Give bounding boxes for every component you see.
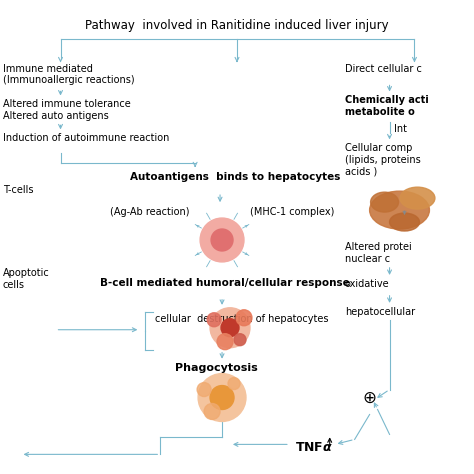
Text: Chemically acti
metabolite o: Chemically acti metabolite o — [345, 95, 428, 117]
Ellipse shape — [390, 213, 419, 231]
Circle shape — [228, 378, 240, 390]
Circle shape — [217, 334, 233, 350]
Ellipse shape — [400, 187, 435, 209]
Text: $\oplus$: $\oplus$ — [363, 389, 377, 407]
Text: Cellular comp
(lipids, proteins
acids ): Cellular comp (lipids, proteins acids ) — [345, 143, 420, 176]
Circle shape — [211, 229, 233, 251]
Circle shape — [207, 313, 221, 327]
Circle shape — [197, 383, 211, 397]
Circle shape — [200, 218, 244, 262]
Circle shape — [204, 403, 220, 419]
Text: Phagocytosis: Phagocytosis — [175, 363, 258, 373]
Text: oxidative: oxidative — [345, 279, 389, 289]
Circle shape — [221, 319, 239, 337]
Text: hepatocellular: hepatocellular — [345, 307, 415, 317]
Circle shape — [210, 385, 234, 410]
Ellipse shape — [371, 192, 399, 212]
Text: Altered immune tolerance
Altered auto antigens: Altered immune tolerance Altered auto an… — [3, 100, 130, 121]
Text: $\mathbf{TNF}\boldsymbol{\alpha}$: $\mathbf{TNF}\boldsymbol{\alpha}$ — [295, 441, 333, 455]
Text: Pathway  involved in Ranitidine induced liver injury: Pathway involved in Ranitidine induced l… — [85, 18, 389, 32]
Text: Autoantigens  binds to hepatocytes: Autoantigens binds to hepatocytes — [130, 172, 341, 182]
Text: cellular  destruction of hepatocytes: cellular destruction of hepatocytes — [155, 314, 329, 324]
Text: (MHC-1 complex): (MHC-1 complex) — [250, 207, 334, 217]
Text: Direct cellular c: Direct cellular c — [345, 64, 421, 73]
Text: B-cell mediated humoral/cellular response: B-cell mediated humoral/cellular respons… — [100, 278, 350, 288]
Ellipse shape — [370, 191, 429, 229]
Text: Induction of autoimmune reaction: Induction of autoimmune reaction — [3, 133, 169, 143]
Circle shape — [198, 374, 246, 421]
Text: Altered protei
nuclear c: Altered protei nuclear c — [345, 242, 411, 264]
Text: T-cells: T-cells — [3, 185, 33, 195]
Circle shape — [234, 334, 246, 346]
Text: (Ag-Ab reaction): (Ag-Ab reaction) — [110, 207, 190, 217]
Text: Apoptotic
cells: Apoptotic cells — [3, 268, 49, 290]
Text: Immune mediated
(Immunoallergic reactions): Immune mediated (Immunoallergic reaction… — [3, 64, 134, 85]
Circle shape — [236, 310, 252, 326]
Text: Int: Int — [393, 124, 407, 134]
Circle shape — [210, 308, 250, 347]
